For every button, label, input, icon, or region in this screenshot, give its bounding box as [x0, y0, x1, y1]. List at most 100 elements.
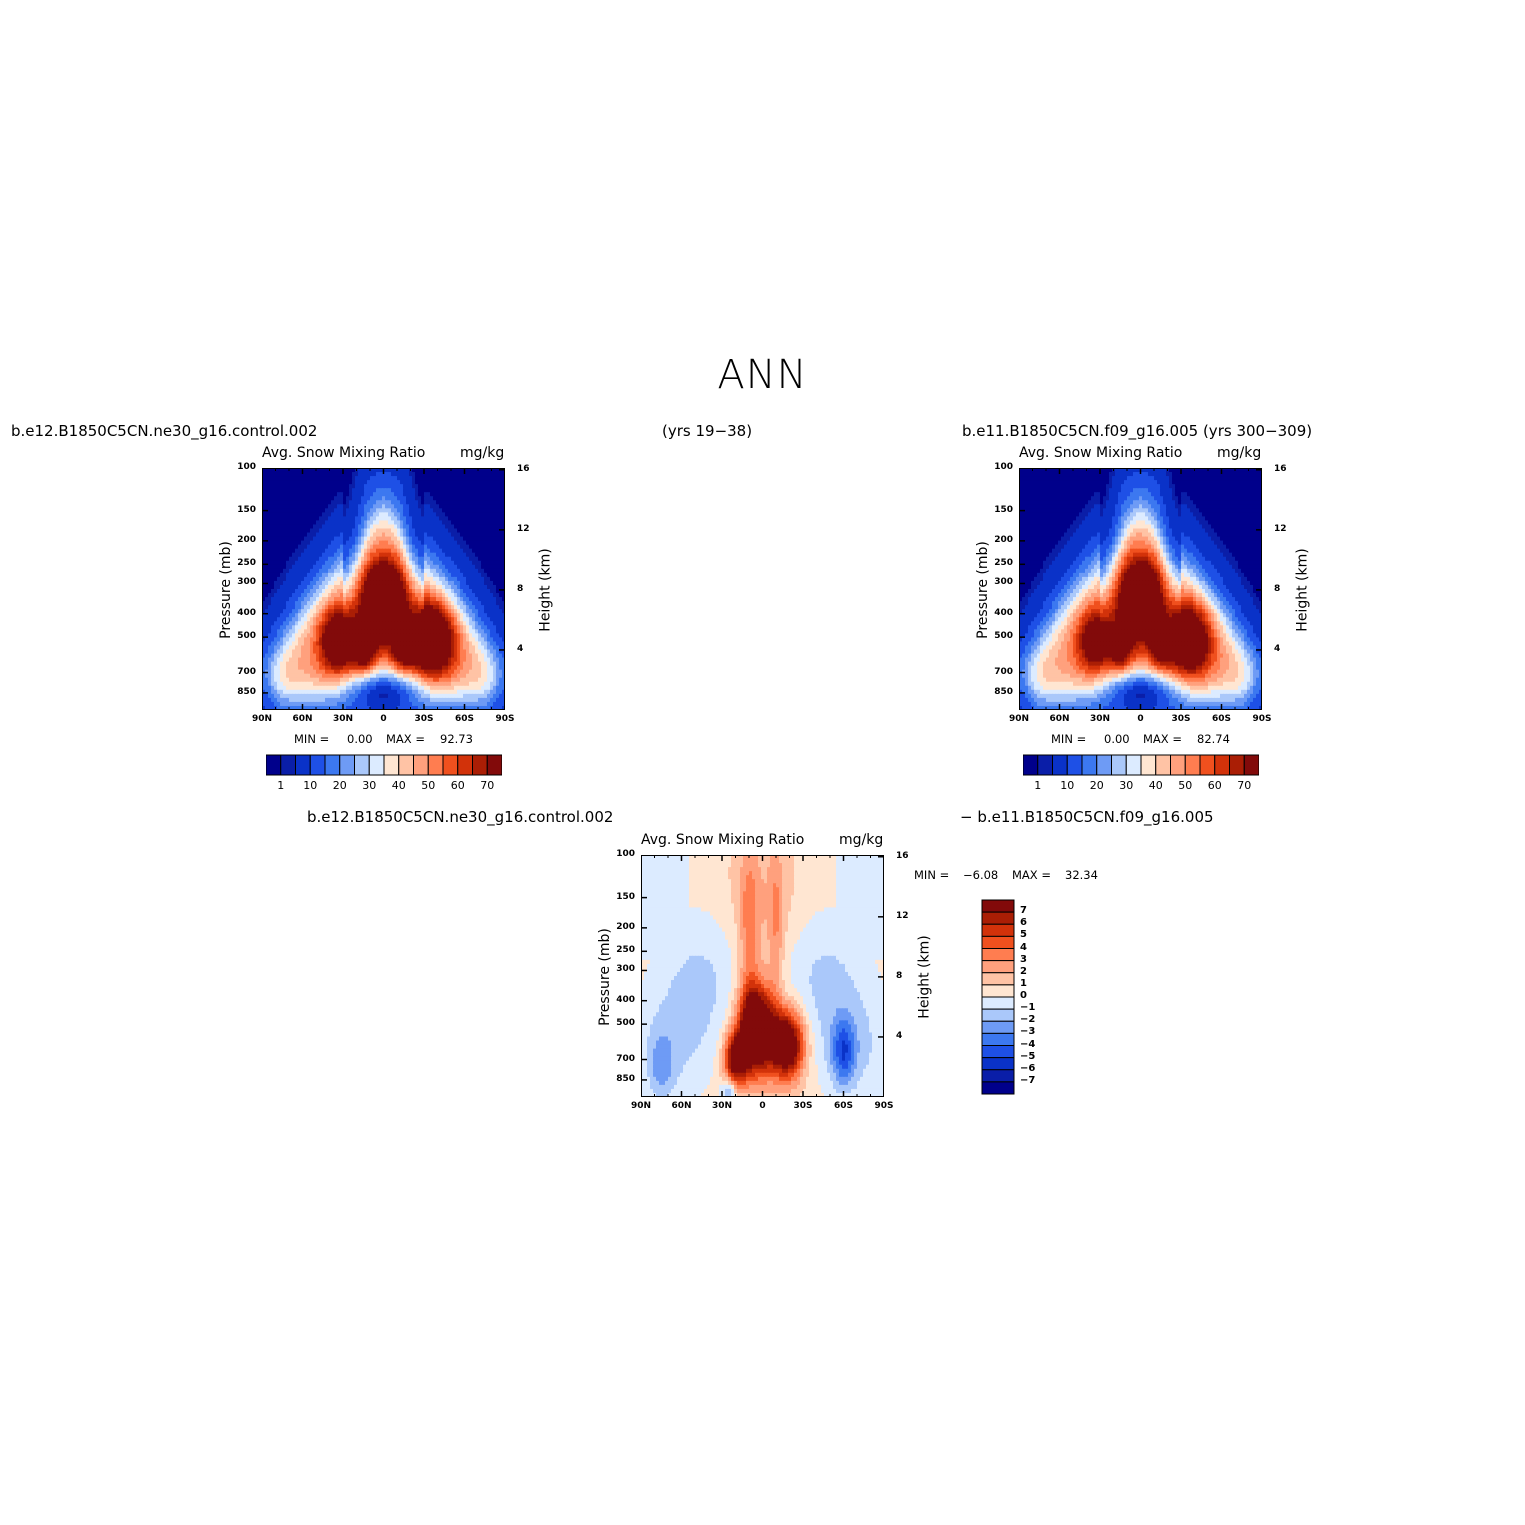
field-cell: [502, 580, 505, 586]
field-cell: [367, 516, 371, 522]
field-cell: [343, 576, 347, 582]
field-cell: [322, 641, 326, 647]
field-cell: [319, 560, 323, 566]
field-cell: [352, 621, 356, 626]
field-cell: [298, 641, 302, 647]
field-cell: [478, 677, 482, 683]
field-cell: [433, 689, 437, 695]
field-cell: [349, 580, 353, 586]
field-cell: [274, 605, 278, 610]
field-cell: [292, 629, 296, 634]
field-cell: [394, 504, 398, 509]
field-cell: [421, 673, 425, 679]
field-cell: [442, 641, 446, 647]
field-cell: [274, 637, 278, 643]
field-cell: [289, 649, 293, 655]
field-cell: [274, 661, 278, 667]
field-cell: [394, 468, 398, 473]
field-cell: [364, 560, 368, 566]
field-cell: [499, 540, 503, 546]
field-cell: [364, 488, 368, 493]
field-cell: [430, 576, 434, 582]
field-cell: [451, 609, 455, 614]
field-cell: [424, 496, 428, 501]
field-cell: [367, 552, 371, 558]
field-cell: [439, 601, 443, 606]
field-cell: [280, 508, 284, 513]
field-cell: [502, 697, 505, 703]
field-cell: [481, 637, 485, 643]
field-cell: [355, 488, 359, 493]
field-cell: [331, 500, 335, 505]
field-cell: [343, 480, 347, 485]
field-cell: [412, 621, 416, 626]
field-cell: [481, 548, 485, 554]
field-cell: [472, 496, 476, 501]
field-cell: [274, 597, 278, 602]
field-cell: [412, 605, 416, 610]
field-cell: [445, 504, 449, 509]
field-cell: [373, 580, 377, 586]
field-cell: [286, 472, 290, 477]
field-cell: [280, 685, 284, 691]
field-cell: [274, 629, 278, 634]
field-cell: [307, 637, 311, 643]
field-cell: [382, 540, 386, 546]
field-cell: [262, 532, 266, 538]
field-cell: [364, 556, 368, 562]
field-cell: [460, 693, 464, 699]
field-cell: [325, 516, 329, 522]
field-cell: [292, 605, 296, 610]
field-cell: [481, 520, 485, 526]
field-cell: [472, 617, 476, 622]
field-cell: [490, 488, 494, 493]
field-cell: [268, 584, 272, 590]
field-cell: [415, 492, 419, 497]
field-cell: [367, 593, 371, 598]
field-cell: [460, 605, 464, 610]
field-cell: [262, 701, 266, 707]
field-cell: [376, 601, 380, 606]
field-cell: [337, 597, 341, 602]
field-cell: [397, 685, 401, 691]
field-cell: [280, 657, 284, 663]
field-cell: [358, 524, 362, 530]
field-cell: [406, 524, 410, 530]
field-cell: [289, 488, 293, 493]
field-cell: [478, 556, 482, 562]
field-cell: [352, 641, 356, 647]
field-cell: [316, 524, 320, 530]
field-cell: [343, 669, 347, 675]
field-cell: [301, 589, 305, 594]
field-cell: [334, 540, 338, 546]
field-cell: [325, 508, 329, 513]
field-cell: [316, 605, 320, 610]
field-cell: [502, 576, 505, 582]
field-cell: [499, 492, 503, 497]
field-cell: [367, 508, 371, 513]
field-cell: [499, 657, 503, 663]
field-cell: [484, 532, 488, 538]
field-cell: [481, 536, 485, 542]
field-cell: [457, 597, 461, 602]
field-cell: [421, 504, 425, 509]
field-cell: [481, 532, 485, 538]
field-cell: [331, 504, 335, 509]
field-cell: [340, 480, 344, 485]
field-cell: [310, 544, 314, 550]
field-cell: [280, 488, 284, 493]
field-cell: [346, 528, 350, 534]
field-cell: [370, 685, 374, 691]
field-cell: [340, 625, 344, 630]
field-cell: [436, 584, 440, 590]
field-cell: [331, 609, 335, 614]
field-cell: [403, 516, 407, 522]
field-cell: [439, 576, 443, 582]
field-cell: [295, 488, 299, 493]
field-cell: [415, 701, 419, 707]
field-cell: [463, 508, 467, 513]
field-cell: [307, 536, 311, 542]
field-cell: [283, 641, 287, 647]
field-cell: [454, 617, 458, 622]
field-cell: [283, 564, 287, 570]
